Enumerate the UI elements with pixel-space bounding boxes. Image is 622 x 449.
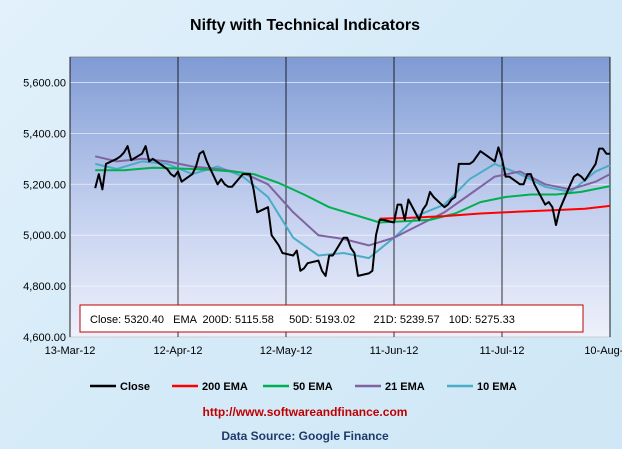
series-line-close xyxy=(94,145,610,277)
y-tick-label: 4,600.00 xyxy=(23,332,66,344)
y-tick-label: 5,600.00 xyxy=(23,77,66,89)
footer-url: http://www.softwareandfinance.com xyxy=(203,405,408,419)
x-tick-label: 11-Jun-12 xyxy=(370,345,419,357)
y-tick-label: 4,800.00 xyxy=(23,281,66,293)
legend-label: Close xyxy=(120,381,150,393)
x-tick-label: 10-Aug-12 xyxy=(584,345,622,357)
footer-source: Data Source: Google Finance xyxy=(221,429,389,443)
x-axis-ticks: 13-Mar-12 12-Apr-12 12-May-12 11-Jun-12 11-J… xyxy=(45,57,622,357)
y-tick-label: 5,400.00 xyxy=(23,128,66,140)
y-tick-label: 5,200.00 xyxy=(23,179,66,191)
legend-label: 10 EMA xyxy=(477,381,517,393)
info-box: Close: 5320.40 EMA 200D: 5115.58 50D: 51… xyxy=(79,304,584,333)
x-tick-label: 12-Apr-12 xyxy=(154,345,203,357)
y-tick-label: 5,000.00 xyxy=(23,230,66,242)
legend-label: 200 EMA xyxy=(202,381,248,393)
chart-title: Nifty with Technical Indicators xyxy=(190,17,420,34)
legend-label: 21 EMA xyxy=(385,381,425,393)
series-lines xyxy=(94,145,611,277)
gridlines xyxy=(70,82,610,338)
x-tick-label: 12-May-12 xyxy=(260,345,313,357)
legend-label: 50 EMA xyxy=(293,381,333,393)
series-line-50-ema xyxy=(95,166,611,224)
legend: Close 200 EMA 50 EMA 21 EMA 10 EMA xyxy=(90,381,517,393)
x-tick-label: 11-Jul-12 xyxy=(479,345,524,357)
series-line-200-ema xyxy=(379,204,611,220)
x-tick-label: 13-Mar-12 xyxy=(45,345,96,357)
y-axis-ticks: 4,600.00 4,800.00 5,000.00 5,200.00 5,400.00… xyxy=(23,77,66,344)
info-box-text: Close: 5320.40 EMA 200D: 5115.58 50D: 51… xyxy=(90,314,515,326)
plot-area xyxy=(69,56,611,338)
